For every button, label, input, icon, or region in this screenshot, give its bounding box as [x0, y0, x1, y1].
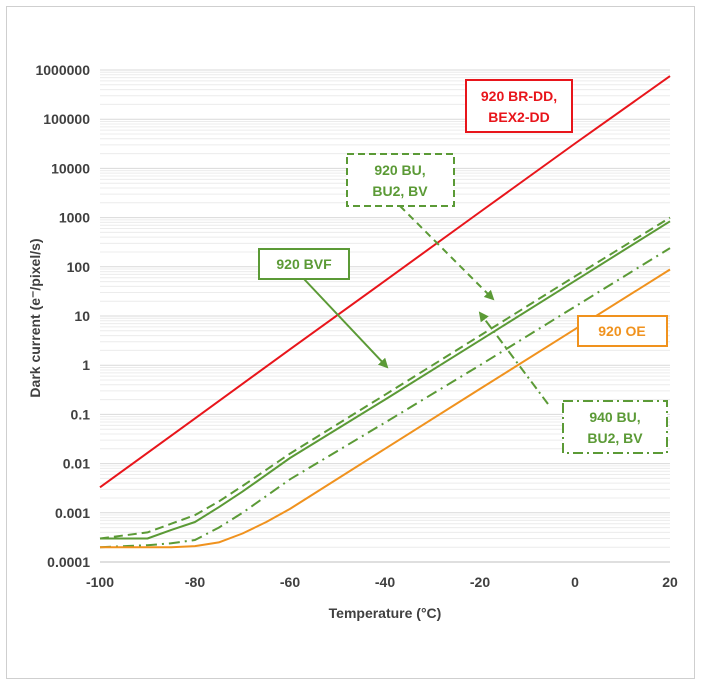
x-tick-label: -80 — [185, 574, 205, 590]
y-tick-label: 1000 — [59, 210, 90, 226]
annotation-940-bu: 940 BU, BU2, BV — [562, 400, 668, 454]
x-tick-label: -40 — [375, 574, 395, 590]
series-line-940-bu-bu2-bv — [99, 247, 671, 549]
x-tick-label: -20 — [470, 574, 490, 590]
x-tick-label: -100 — [86, 574, 114, 590]
annotation-920-oe: 920 OE — [577, 315, 668, 347]
x-tick-label: 20 — [662, 574, 678, 590]
y-axis-label: Dark current (e⁻/pixel/s) — [27, 238, 43, 397]
x-tick-labels: -100 -80 -60 -40 -20 0 20 — [86, 574, 678, 590]
annotation-920-br-dd-line2: BEX2-DD — [488, 109, 549, 125]
annotation-arrow-920-bu — [399, 205, 495, 301]
x-axis-label: Temperature (°C) — [329, 605, 442, 621]
y-tick-label: 0.0001 — [47, 554, 90, 570]
annotation-920-bu-line1: 920 BU, — [374, 162, 425, 178]
annotation-920-br-dd-line1: 920 BR-DD, — [481, 88, 557, 104]
annotation-940-bu-line1: 940 BU, — [589, 409, 640, 425]
annotation-920-bvf-label: 920 BVF — [276, 256, 332, 272]
annotation-920-bu-line2: BU2, BV — [372, 183, 428, 199]
x-tick-label: -60 — [280, 574, 300, 590]
annotation-920-oe-label: 920 OE — [598, 323, 645, 339]
y-tick-label: 1000000 — [35, 62, 90, 78]
y-tick-label: 1 — [82, 357, 90, 373]
series-line-920-bvf — [100, 220, 671, 540]
y-tick-label: 0.001 — [55, 505, 90, 521]
y-tick-label: 0.01 — [63, 456, 90, 472]
x-tick-label: 0 — [571, 574, 579, 590]
series-line-920-br-dd-bex2-dd — [99, 75, 671, 489]
y-tick-label: 0.1 — [71, 406, 91, 422]
y-tick-label: 10000 — [51, 160, 90, 176]
y-tick-labels: 0.0001 0.001 0.01 0.1 1 10 100 1000 10000 100000 1… — [35, 62, 90, 570]
annotation-920-bvf: 920 BVF — [258, 248, 350, 280]
y-tick-label: 100000 — [43, 111, 90, 127]
annotation-940-bu-line2: BU2, BV — [587, 430, 643, 446]
series-line-920-oe — [100, 268, 671, 549]
y-tick-label: 10 — [74, 308, 90, 324]
data-series — [99, 75, 671, 549]
annotation-920-bu: 920 BU, BU2, BV — [346, 153, 455, 207]
y-tick-label: 100 — [67, 259, 91, 275]
series-line-920-bu-bu2-bv — [99, 216, 671, 540]
annotation-920-br-dd: 920 BR-DD, BEX2-DD — [465, 79, 573, 133]
annotation-arrow-920-bvf — [303, 278, 389, 369]
